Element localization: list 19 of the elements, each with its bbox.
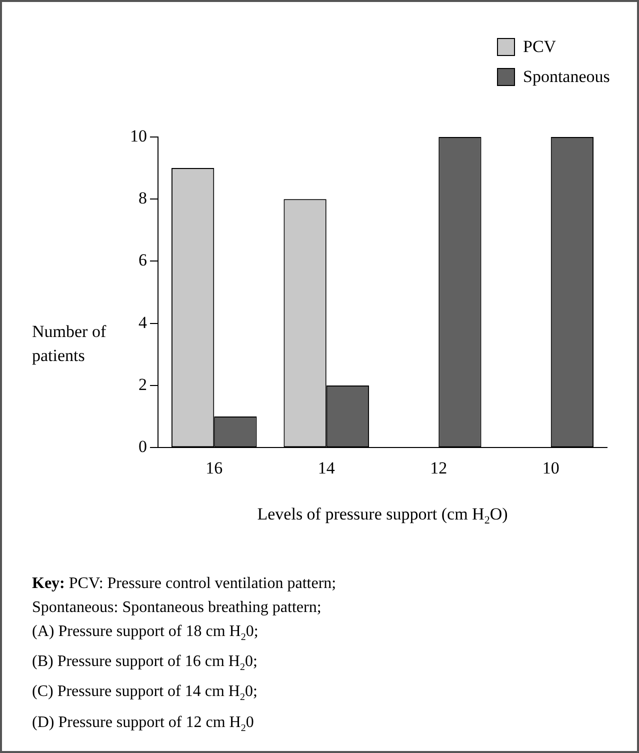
text: (B) Pressure support of 16 cm H$_{2}$0; (32, 652, 258, 676)
y-tick-label: 0 (138, 437, 147, 456)
y-tick-label: 4 (138, 312, 148, 332)
x-tick-label: 14 (318, 458, 336, 478)
text: Key: PCV: Pressure control ventilation pattern; (32, 574, 336, 594)
y-tick-label: 8 (138, 188, 147, 208)
text: (A) Pressure support of 18 cm H$_{2}$0; (32, 622, 260, 646)
y-tick-label: 2 (138, 374, 147, 394)
x-tick-label: 12 (430, 458, 448, 478)
x-tick-label: 16 (206, 458, 223, 478)
legend-label: Spontaneous (523, 67, 610, 87)
y-tick-label: 6 (138, 250, 147, 270)
x-tick-label: 10 (542, 458, 560, 478)
text: (D) Pressure support of 12 cm H$_{2}$0 (32, 712, 255, 736)
text: Spontaneous: Spontaneous breathing pattern; (32, 598, 322, 618)
y-axis-title: Number of patients (32, 321, 108, 367)
legend-label: PCV (523, 37, 556, 57)
y-tick-label: 10 (130, 126, 147, 146)
text: (C) Pressure support of 14 cm H$_{2}$0; (32, 682, 258, 706)
